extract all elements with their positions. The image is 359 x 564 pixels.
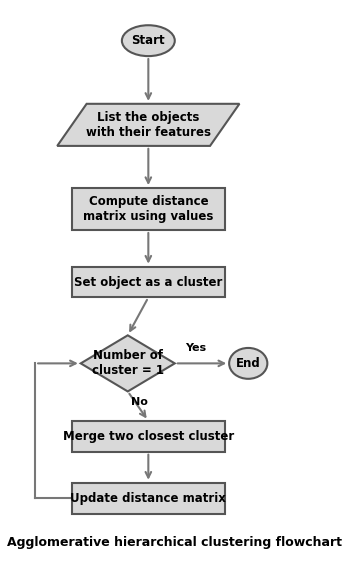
Polygon shape: [81, 336, 175, 391]
FancyBboxPatch shape: [72, 188, 225, 230]
Text: Agglomerative hierarchical clustering flowchart: Agglomerative hierarchical clustering fl…: [7, 536, 342, 549]
Polygon shape: [57, 104, 239, 146]
Text: Yes: Yes: [186, 343, 207, 353]
FancyBboxPatch shape: [72, 421, 225, 452]
Text: Merge two closest cluster: Merge two closest cluster: [63, 430, 234, 443]
Text: No: No: [131, 397, 148, 407]
Text: Update distance matrix: Update distance matrix: [70, 492, 226, 505]
Ellipse shape: [122, 25, 175, 56]
Text: Set object as a cluster: Set object as a cluster: [74, 275, 223, 289]
Ellipse shape: [229, 348, 267, 379]
Text: End: End: [236, 357, 261, 370]
FancyBboxPatch shape: [72, 267, 225, 297]
Text: List the objects
with their features: List the objects with their features: [86, 111, 211, 139]
Text: Compute distance
matrix using values: Compute distance matrix using values: [83, 195, 214, 223]
Text: Number of
cluster = 1: Number of cluster = 1: [92, 349, 164, 377]
FancyBboxPatch shape: [72, 483, 225, 513]
Text: Start: Start: [131, 34, 165, 47]
